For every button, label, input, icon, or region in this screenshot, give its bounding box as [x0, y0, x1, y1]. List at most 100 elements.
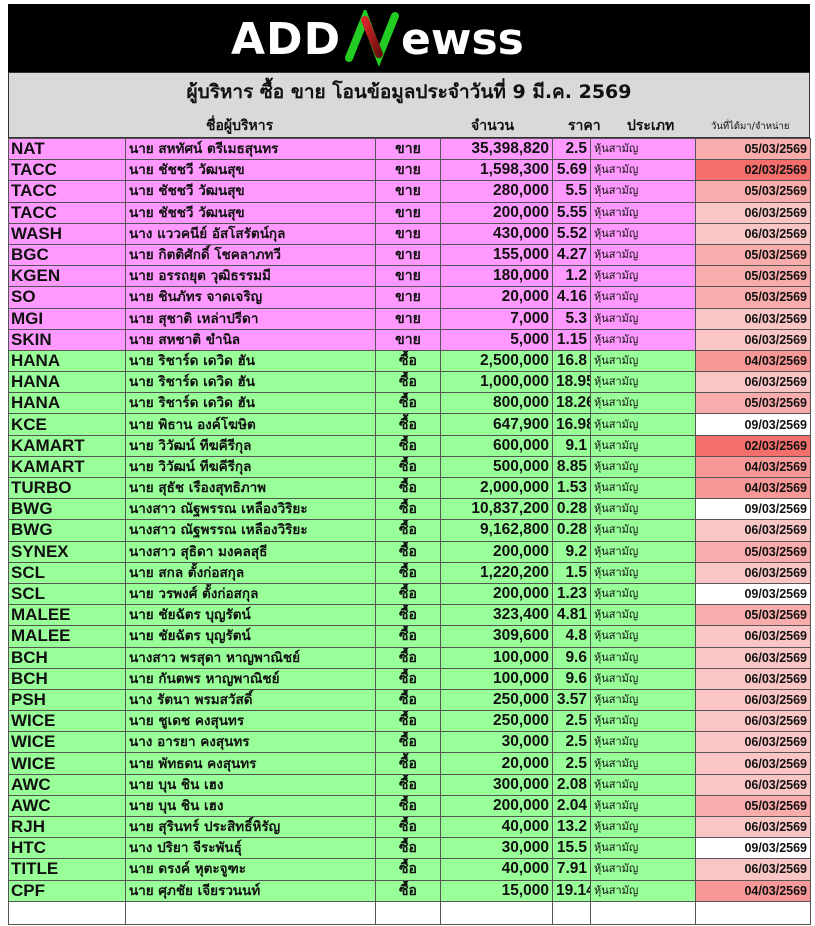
table-row: KGEN นาย อรรถยุต วุฒิธรรมมี ขาย 180,000 1.2 ห… [8, 265, 811, 288]
action-cell: ขาย [375, 307, 441, 330]
action-cell: ซื้อ [375, 752, 441, 775]
action-cell: ซื้อ [375, 858, 441, 881]
volume-cell: 200,000 [440, 794, 553, 818]
table-row: KAMART นาย วิวัฒน์ ทีฆคีรีกุล ซื้อ 500,000 8… [8, 455, 811, 479]
price-cell: 4.27 [552, 243, 591, 267]
price-cell: 1.2 [552, 265, 591, 288]
action-cell: ซื้อ [375, 413, 441, 436]
action-cell: ซื้อ [375, 371, 441, 394]
action-cell: ขาย [375, 159, 441, 182]
action-cell: ซื้อ [375, 773, 441, 796]
name-cell: นาง ปริยา จีระพันธุ์ [125, 837, 376, 860]
volume-cell: 100,000 [440, 646, 553, 669]
type-cell: หุ้นสามัญ [590, 667, 696, 690]
action-cell: ขาย [375, 180, 441, 203]
price-cell: 18.26 [552, 392, 591, 415]
type-cell: หุ้นสามัญ [590, 413, 696, 436]
table-row: BGC นาย กิตติศักดิ์ โชคลาภทวี ขาย 155,000 4.… [8, 243, 811, 267]
volume-cell: 647,900 [440, 413, 553, 436]
price-cell: 3.57 [552, 688, 591, 712]
name-cell: นาง อารยา คงสุนทร [125, 731, 376, 754]
price-cell: 5.5 [552, 180, 591, 203]
name-cell: นาย สุชาติ เหล่าปรีดา [125, 307, 376, 330]
header-name: ชื่อผู้บริหาร [206, 118, 274, 134]
volume-cell: 1,220,200 [440, 561, 553, 584]
volume-cell: 1,000,000 [440, 371, 553, 394]
symbol-cell: TACC [8, 159, 126, 182]
price-cell: 1.23 [552, 582, 591, 606]
action-cell: ซื้อ [375, 604, 441, 627]
name-cell: นาย วิวัฒน์ ทีฆคีรีกุล [125, 434, 376, 457]
volume-cell: 2,000,000 [440, 476, 553, 500]
table-row: BCH นาย กันตพร หาญพาณิชย์ ซื้อ 100,000 9.6 หุ… [8, 667, 811, 690]
report-title: ผู้บริหาร ซื้อ ขาย โอนข้อมูลประจำวันที่ … [186, 81, 632, 103]
type-cell: หุ้นสามัญ [590, 137, 696, 161]
name-cell: นาง แววคนีย์ อัสโสรัตน์กุล [125, 222, 376, 245]
type-cell: หุ้นสามัญ [590, 265, 696, 288]
type-cell: หุ้นสามัญ [590, 392, 696, 415]
symbol-cell: KCE [8, 413, 126, 436]
date-cell: 04/03/2569 [695, 476, 811, 500]
volume-cell: 250,000 [440, 710, 553, 733]
table-row: WICE นาย พัทธดน คงสุนทร ซื้อ 20,000 2.5 หุ้นส… [8, 752, 811, 775]
price-cell: 1.5 [552, 561, 591, 584]
volume-cell: 40,000 [440, 858, 553, 881]
volume-cell: 309,600 [440, 625, 553, 648]
name-cell: นาย ดรงค์ หุตะจูฑะ [125, 858, 376, 881]
symbol-cell: WASH [8, 222, 126, 245]
price-cell: 7.91 [552, 858, 591, 881]
price-cell: 5.3 [552, 307, 591, 330]
name-cell: นาย สหทัศน์ ตรีเมธสุนทร [125, 137, 376, 161]
name-cell: นาย ชัชชวี วัฒนสุข [125, 180, 376, 203]
table-row: SCL นาย วรพงศ์ ตั้งก่อสกุล ซื้อ 200,000 1.23… [8, 582, 811, 606]
type-cell: หุ้นสามัญ [590, 476, 696, 500]
table-row: BWG นางสาว ณัฐพรรณ เหลืองวิริยะ ซื้อ 10,837… [8, 498, 811, 521]
date-cell: 06/03/2569 [695, 858, 811, 881]
date-cell: 05/03/2569 [695, 243, 811, 267]
action-cell: ซื้อ [375, 646, 441, 669]
symbol-cell: BGC [8, 243, 126, 267]
type-cell: หุ้นสามัญ [590, 540, 696, 563]
symbol-cell: BWG [8, 519, 126, 542]
symbol-cell: SCL [8, 561, 126, 584]
name-cell: นาย วรพงศ์ ตั้งก่อสกุล [125, 582, 376, 606]
price-cell: 16.98 [552, 413, 591, 436]
price-cell: 1.15 [552, 328, 591, 351]
volume-cell: 40,000 [440, 815, 553, 839]
type-cell: หุ้นสามัญ [590, 328, 696, 351]
date-cell: 06/03/2569 [695, 752, 811, 775]
date-cell: 06/03/2569 [695, 773, 811, 796]
date-cell: 09/03/2569 [695, 837, 811, 860]
action-cell: ซื้อ [375, 519, 441, 542]
table-row: TITLE นาย ดรงค์ หุตะจูฑะ ซื้อ 40,000 7.91 หุ้… [8, 858, 811, 881]
table-row: WASH นาง แววคนีย์ อัสโสรัตน์กุล ขาย 430,000… [8, 222, 811, 245]
symbol-cell: CPF [8, 879, 126, 902]
type-cell: หุ้นสามัญ [590, 582, 696, 606]
addnewss-logo: ADD ewss [8, 4, 810, 72]
date-cell: 06/03/2569 [695, 731, 811, 754]
action-cell: ซื้อ [375, 476, 441, 500]
volume-cell: 5,000 [440, 328, 553, 351]
action-cell: ซื้อ [375, 879, 441, 902]
type-cell: หุ้นสามัญ [590, 561, 696, 584]
price-cell: 4.81 [552, 604, 591, 627]
volume-cell: 250,000 [440, 688, 553, 712]
header-volume: จำนวน [471, 118, 515, 134]
volume-cell: 800,000 [440, 392, 553, 415]
table-row: HANA นาย ริชาร์ด เดวิด ฮัน ซื้อ 800,000 18.2… [8, 392, 811, 415]
type-cell: หุ้นสามัญ [590, 646, 696, 669]
table-row: AWC นาย บุน ชิน เฮง ซื้อ 200,000 2.04 หุ้นสาม… [8, 794, 811, 818]
name-cell: นางสาว ณัฐพรรณ เหลืองวิริยะ [125, 519, 376, 542]
type-cell: หุ้นสามัญ [590, 858, 696, 881]
name-cell: นางสาว พรสุดา หาญพาณิชย์ [125, 646, 376, 669]
action-cell: ขาย [375, 243, 441, 267]
price-cell: 15.5 [552, 837, 591, 860]
price-cell: 5.52 [552, 222, 591, 245]
name-cell: นางสาว สุธิดา มงคลสุธี [125, 540, 376, 563]
action-cell: ขาย [375, 201, 441, 224]
symbol-cell: KGEN [8, 265, 126, 288]
table-row: SYNEX นางสาว สุธิดา มงคลสุธี ซื้อ 200,000 9.… [8, 540, 811, 563]
action-cell: ขาย [375, 222, 441, 245]
symbol-cell: SYNEX [8, 540, 126, 563]
price-cell: 4.16 [552, 286, 591, 309]
